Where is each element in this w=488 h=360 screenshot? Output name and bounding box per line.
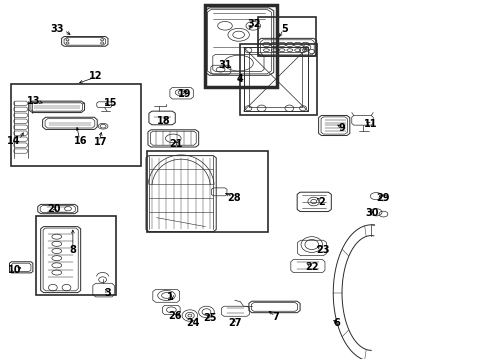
Text: 10: 10 xyxy=(8,265,21,275)
Text: 21: 21 xyxy=(169,139,183,149)
Text: 1: 1 xyxy=(167,292,173,302)
Bar xyxy=(239,44,316,116)
Text: 27: 27 xyxy=(227,319,241,328)
Text: 2: 2 xyxy=(318,197,324,207)
Text: 12: 12 xyxy=(89,71,102,81)
Text: 30: 30 xyxy=(365,208,378,218)
Text: 25: 25 xyxy=(203,313,217,323)
Bar xyxy=(204,5,276,87)
Text: 20: 20 xyxy=(47,204,61,214)
Text: 13: 13 xyxy=(27,96,41,106)
Text: 26: 26 xyxy=(168,311,182,321)
Text: 23: 23 xyxy=(315,245,328,255)
Text: 32: 32 xyxy=(247,19,261,29)
Text: 24: 24 xyxy=(186,319,200,328)
Text: 33: 33 xyxy=(50,24,63,35)
Text: 16: 16 xyxy=(74,136,88,145)
Text: 29: 29 xyxy=(376,193,389,203)
Bar xyxy=(147,151,267,232)
Text: 15: 15 xyxy=(103,98,117,108)
Text: 19: 19 xyxy=(178,89,191,99)
Text: 5: 5 xyxy=(281,24,287,35)
Text: 31: 31 xyxy=(218,60,231,70)
Text: 3: 3 xyxy=(104,288,111,298)
Bar xyxy=(36,216,116,295)
Text: 18: 18 xyxy=(157,116,170,126)
Text: 9: 9 xyxy=(338,123,345,133)
Bar xyxy=(11,84,141,166)
Bar xyxy=(258,17,315,56)
Text: 28: 28 xyxy=(226,193,240,203)
Text: 11: 11 xyxy=(363,120,376,129)
Text: 14: 14 xyxy=(7,136,20,145)
Text: 8: 8 xyxy=(69,245,76,255)
Text: 6: 6 xyxy=(333,319,340,328)
Text: 22: 22 xyxy=(305,262,318,272)
Text: 7: 7 xyxy=(272,312,279,322)
Text: 17: 17 xyxy=(94,138,107,147)
Text: 4: 4 xyxy=(236,74,243,84)
